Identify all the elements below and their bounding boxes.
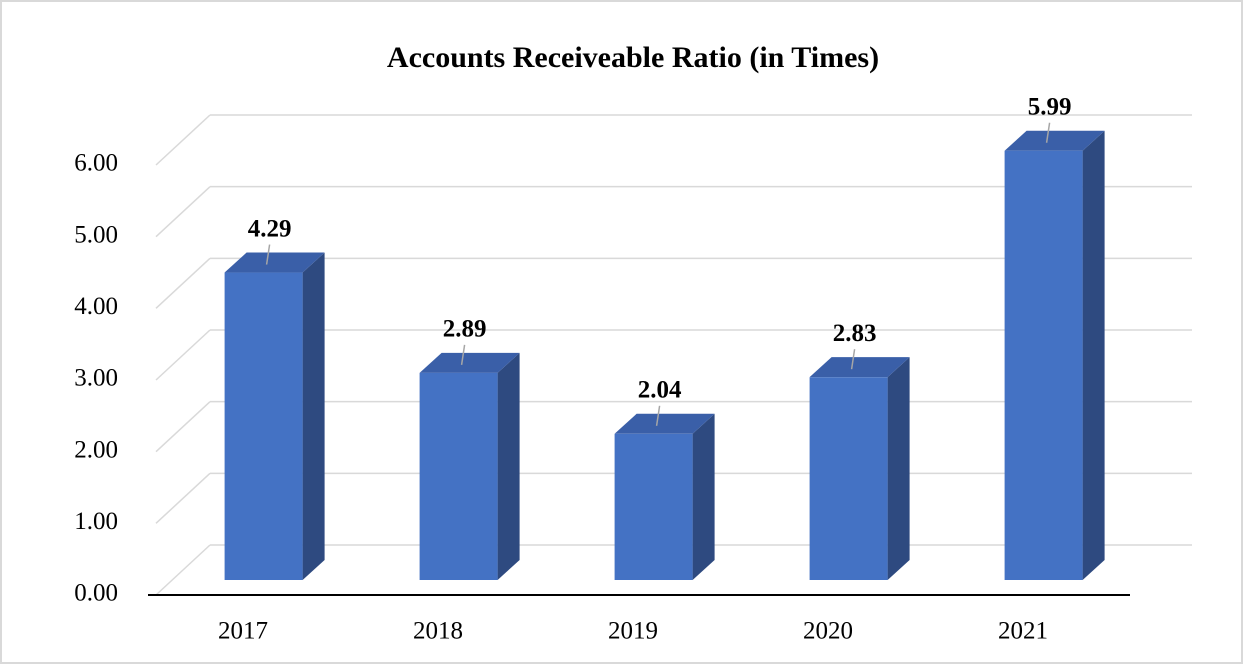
- bar-side: [887, 357, 910, 580]
- bar-side: [302, 252, 325, 581]
- bar: [419, 372, 498, 580]
- data-label: 2.89: [443, 316, 487, 343]
- chart-title: Accounts Receiveable Ratio (in Times): [387, 41, 879, 74]
- grid-line-side: [155, 186, 211, 238]
- x-tick-label: 2020: [803, 618, 853, 645]
- x-tick-label: 2018: [413, 618, 463, 645]
- data-label: 4.29: [248, 215, 292, 242]
- x-tick-label: 2021: [998, 618, 1048, 645]
- y-tick-label: 0.00: [74, 580, 118, 607]
- y-tick-label: 3.00: [74, 365, 118, 392]
- bar: [809, 377, 888, 580]
- bar-top: [614, 413, 715, 434]
- y-tick-label: 4.00: [74, 293, 118, 320]
- y-tick-label: 5.00: [74, 221, 118, 248]
- bar: [224, 272, 303, 580]
- leader-line: [850, 349, 856, 370]
- y-tick-label: 6.00: [74, 150, 118, 177]
- grid-line-side: [155, 472, 211, 524]
- bar-top: [1004, 130, 1105, 151]
- data-label: 2.04: [638, 377, 682, 404]
- y-tick-label: 1.00: [74, 508, 118, 535]
- bar-side: [692, 413, 715, 580]
- grid-line-side: [155, 114, 211, 166]
- bar-top: [419, 352, 520, 373]
- leader-line: [655, 405, 661, 426]
- x-tick-label: 2019: [608, 618, 658, 645]
- y-tick-label: 2.00: [74, 436, 118, 463]
- data-label: 5.99: [1028, 93, 1072, 120]
- grid-line-side: [155, 544, 211, 596]
- bar-top: [809, 357, 910, 378]
- bar-top: [224, 252, 325, 273]
- leader-line: [265, 244, 271, 265]
- data-label: 2.83: [833, 320, 877, 347]
- leader-line: [1045, 122, 1051, 143]
- bar: [614, 433, 693, 580]
- x-tick-label: 2017: [218, 618, 268, 645]
- leader-line: [460, 344, 466, 365]
- grid-line-side: [155, 329, 211, 381]
- bar-side: [497, 352, 520, 580]
- grid-line-side: [155, 401, 211, 453]
- bar-side: [1082, 130, 1105, 580]
- grid-line-side: [155, 257, 211, 309]
- bar: [1004, 150, 1083, 580]
